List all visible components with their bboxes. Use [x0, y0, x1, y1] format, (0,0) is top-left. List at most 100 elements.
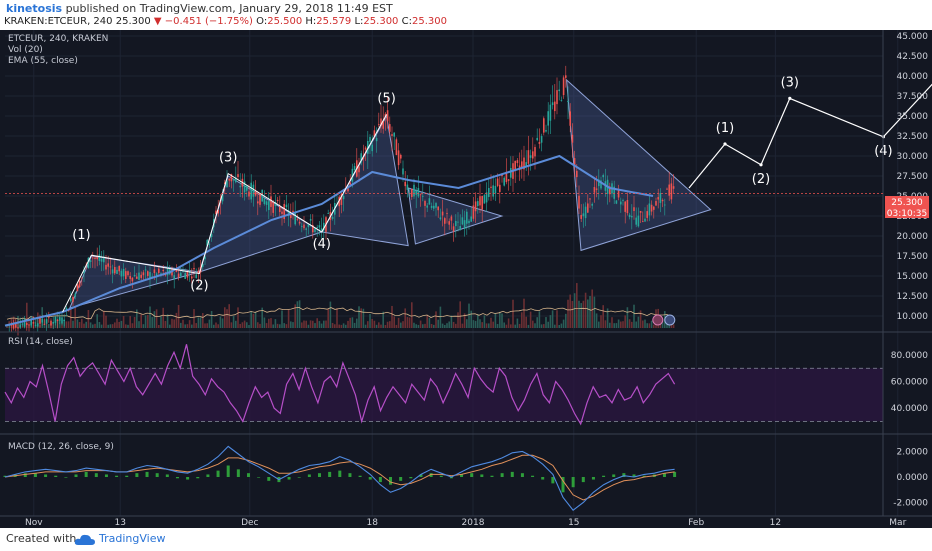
volume-bar — [180, 322, 182, 328]
candle-body — [287, 210, 290, 216]
candle-body — [26, 323, 28, 326]
macd-histogram-bar — [399, 477, 403, 481]
candle-body — [468, 220, 470, 224]
volume-bar — [378, 322, 380, 328]
candle-body — [527, 150, 530, 164]
candle-body — [270, 196, 272, 207]
candle-body — [439, 217, 442, 220]
high-value: 25.579 — [316, 16, 352, 27]
volume-bar — [609, 322, 611, 328]
volume-bar — [305, 320, 307, 328]
macd-histogram-bar — [551, 477, 555, 484]
macd-histogram-bar — [460, 474, 464, 477]
volume-bar — [501, 313, 503, 328]
candle-body — [204, 256, 206, 260]
candle-body — [435, 203, 437, 208]
volume-bar — [459, 301, 461, 328]
candle-body — [347, 188, 349, 192]
wave-point — [788, 96, 792, 100]
volume-bar — [507, 318, 510, 328]
candle-body — [120, 270, 123, 277]
volume-bar — [246, 322, 248, 328]
candle-body — [391, 134, 393, 136]
macd-histogram-bar — [115, 475, 119, 477]
candle-body — [653, 206, 655, 210]
volume-bar — [166, 314, 169, 328]
macd-histogram-bar — [216, 470, 220, 477]
time-tick-label: 13 — [114, 518, 125, 528]
candle-body — [147, 271, 149, 276]
volume-bar — [547, 321, 549, 328]
volume-bar — [466, 319, 468, 328]
macd-histogram-bar — [642, 475, 646, 477]
macd-histogram-bar — [409, 477, 413, 479]
macd-histogram-bar — [226, 465, 230, 477]
author-link[interactable]: kinetosis — [6, 2, 63, 15]
last-price-badge-text: 25.300 — [891, 198, 923, 208]
volume-bar — [468, 303, 470, 328]
candle-body — [655, 201, 657, 206]
volume-bar — [314, 323, 316, 328]
volume-bar — [252, 313, 255, 328]
volume-bar — [151, 317, 153, 328]
macd-histogram-bar — [622, 473, 626, 477]
rsi-line — [4, 344, 676, 426]
candle-body — [602, 175, 604, 178]
volume-bar — [604, 320, 607, 328]
candle-body — [367, 140, 369, 154]
volume-bar — [433, 324, 435, 328]
candle-body — [565, 75, 567, 78]
volume-bar — [635, 321, 637, 328]
candle-body — [576, 170, 578, 178]
volume-bar — [217, 324, 219, 328]
chart-svg[interactable]: (1)(2)(3)(4)(5)(1)(2)(3)(4)(5) 80.000060… — [0, 30, 932, 528]
candle-body — [279, 205, 281, 212]
macd-histogram-bar — [246, 473, 250, 477]
wave-label: (4) — [313, 237, 331, 252]
candle-body — [122, 268, 125, 277]
volume-bar — [494, 313, 497, 328]
time-tick-label: 15 — [568, 518, 579, 528]
volume-bar — [358, 306, 360, 328]
volume-bar — [342, 323, 345, 328]
chart-area[interactable]: (1)(2)(3)(4)(5)(1)(2)(3)(4)(5) 80.000060… — [0, 30, 932, 528]
volume-bar — [615, 323, 618, 328]
volume-bar — [74, 305, 76, 328]
candle-body — [622, 200, 624, 201]
volume-bar — [65, 321, 68, 328]
publish-header: kinetosis published on TradingView.com, … — [0, 0, 932, 30]
candle-body — [224, 182, 226, 184]
volume-bar — [375, 324, 378, 328]
volume-bar — [353, 322, 356, 328]
candle-body — [554, 101, 556, 112]
volume-bar — [199, 317, 202, 328]
volume-bar — [125, 324, 127, 328]
candle-body — [488, 188, 490, 197]
volume-bar — [241, 322, 244, 328]
candle-body — [666, 188, 668, 190]
candle-body — [485, 192, 488, 203]
volume-bar — [540, 324, 543, 328]
volume-ma-line — [6, 306, 672, 320]
volume-bar — [562, 319, 565, 328]
wave-label: (5) — [377, 91, 395, 106]
volume-bar — [578, 300, 580, 328]
triangle-pattern — [198, 175, 323, 273]
candle-body — [492, 185, 494, 197]
wave-point — [759, 163, 763, 167]
last-price-badge — [885, 196, 929, 207]
macd-histogram-bar — [33, 473, 37, 477]
volume-bars — [6, 283, 676, 328]
candle-body — [186, 271, 189, 278]
volume-bar — [413, 322, 415, 328]
macd-histogram-bar — [602, 475, 606, 477]
wave-point — [723, 142, 727, 146]
volume-bar — [83, 323, 85, 328]
candle-body — [389, 124, 391, 132]
candle-body — [265, 201, 268, 205]
candle-body — [89, 260, 92, 262]
candle-body — [437, 206, 439, 211]
macd-histogram-bar — [145, 471, 149, 477]
tradingview-brand[interactable]: TradingView — [99, 532, 166, 545]
volume-bar — [393, 316, 395, 328]
